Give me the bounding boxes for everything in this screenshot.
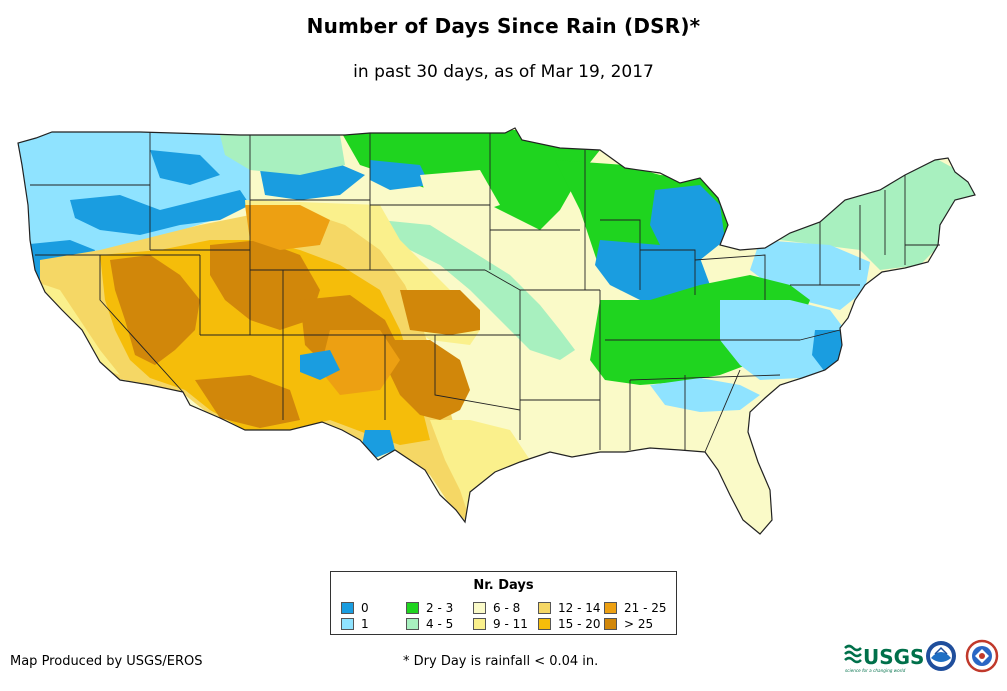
legend-swatch — [406, 617, 419, 630]
legend-item: 15 - 20 — [538, 617, 601, 631]
legend-swatch — [341, 601, 354, 614]
legend-item: 0 — [341, 601, 369, 615]
dry-day-footnote: * Dry Day is rainfall < 0.04 in. — [403, 654, 599, 669]
legend-item: 4 - 5 — [406, 617, 453, 631]
legend-label: 12 - 14 — [558, 601, 601, 615]
legend-swatch — [538, 617, 551, 630]
legend-item: > 25 — [604, 617, 653, 631]
usgs-logo-icon: USGS science for a changing world — [844, 644, 924, 673]
map-subtitle: in past 30 days, as of Mar 19, 2017 — [353, 62, 654, 82]
legend-item: 12 - 14 — [538, 601, 601, 615]
legend-swatch — [473, 601, 486, 614]
legend-label: 6 - 8 — [493, 601, 521, 615]
legend: Nr. Days 0 1 2 - 3 4 - 5 6 - 8 9 - 11 12… — [330, 571, 677, 635]
legend-swatch — [604, 601, 617, 614]
legend-title: Nr. Days — [473, 578, 534, 593]
legend-swatch — [341, 617, 354, 630]
usgs-wordmark: USGS — [863, 645, 924, 669]
legend-item: 6 - 8 — [473, 601, 520, 615]
legend-label: 4 - 5 — [426, 617, 454, 631]
usgs-tagline: science for a changing world — [845, 668, 906, 673]
legend-label: 0 — [361, 601, 369, 615]
legend-label: 1 — [361, 617, 369, 631]
agency-logos: USGS science for a changing world — [844, 639, 999, 673]
legend-item: 2 - 3 — [406, 601, 453, 615]
legend-label: 9 - 11 — [493, 617, 528, 631]
nws-logo-icon — [965, 639, 999, 673]
legend-label: > 25 — [624, 617, 654, 631]
legend-swatch — [604, 617, 617, 630]
legend-swatch — [538, 601, 551, 614]
legend-swatch — [406, 601, 419, 614]
map-credit: Map Produced by USGS/EROS — [10, 654, 203, 669]
legend-swatch — [473, 617, 486, 630]
legend-label: 15 - 20 — [558, 617, 601, 631]
legend-label: 21 - 25 — [624, 601, 667, 615]
legend-item: 21 - 25 — [604, 601, 667, 615]
legend-label: 2 - 3 — [426, 601, 454, 615]
legend-item: 9 - 11 — [473, 617, 528, 631]
map-title: Number of Days Since Rain (DSR)* — [306, 14, 701, 38]
noaa-logo-icon — [926, 641, 956, 671]
legend-item: 1 — [341, 617, 369, 631]
